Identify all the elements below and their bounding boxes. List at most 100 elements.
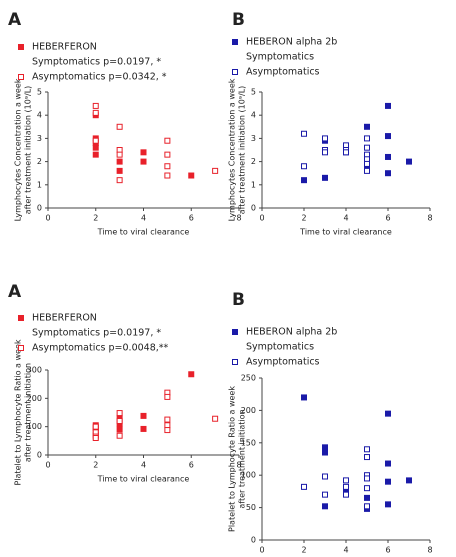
- legend-marker: [18, 315, 24, 321]
- x-tick-label: 6: [385, 214, 390, 223]
- point: [364, 485, 370, 492]
- y-tick-label: 100: [241, 471, 256, 480]
- point: [140, 425, 147, 432]
- y-tick-label: 4: [251, 111, 256, 120]
- y-tick-label: 200: [241, 406, 256, 415]
- x-tick-label: 6: [189, 214, 194, 223]
- y-tick-label: 300: [27, 366, 42, 375]
- point: [116, 158, 123, 165]
- point: [188, 371, 195, 378]
- x-axis-label: Time to viral clearance: [299, 228, 392, 237]
- point: [116, 177, 123, 184]
- y-tick-label: 5: [251, 88, 256, 97]
- point: [116, 123, 123, 130]
- legend-label: Symptomatics p=0.0197, *: [32, 57, 161, 68]
- x-tick-label: 4: [343, 546, 348, 555]
- y-axis-label: after treatment initiation: [238, 409, 247, 508]
- y-tick-label: 2: [37, 157, 42, 166]
- y-tick-label: 0: [37, 204, 42, 213]
- point: [385, 460, 391, 467]
- legend-marker: [232, 69, 238, 75]
- point: [322, 174, 328, 181]
- point: [301, 394, 307, 401]
- legend-label: Symptomatics: [246, 342, 314, 353]
- y-tick-label: 200: [27, 394, 42, 403]
- point: [343, 477, 349, 484]
- point: [116, 410, 123, 417]
- point: [116, 426, 123, 433]
- panel-letter: A: [8, 10, 22, 30]
- point: [188, 172, 195, 179]
- x-tick-label: 4: [141, 214, 146, 223]
- point: [385, 170, 391, 177]
- point: [364, 494, 370, 501]
- point: [364, 160, 370, 167]
- legend-label: HEBERON alpha 2b: [246, 37, 337, 48]
- legend-label: Symptomatics p=0.0197, *: [32, 328, 161, 339]
- point: [364, 503, 370, 510]
- legend-label: Symptomatics: [246, 52, 314, 63]
- point: [322, 444, 328, 451]
- y-axis-label: after treatment initiation (10⁹/L): [24, 86, 33, 215]
- point: [364, 167, 370, 174]
- y-tick-label: 0: [251, 204, 256, 213]
- legend-label: HEBERFERON: [32, 313, 97, 324]
- panel-letter: B: [232, 290, 245, 310]
- y-tick-label: 3: [37, 134, 42, 143]
- legend-marker: [232, 39, 238, 45]
- point: [116, 418, 123, 424]
- point: [164, 393, 171, 400]
- point: [164, 151, 171, 158]
- x-tick-label: 8: [427, 214, 432, 223]
- point: [385, 153, 391, 160]
- point: [164, 163, 171, 170]
- x-tick-label: 6: [189, 461, 194, 470]
- point: [92, 102, 99, 109]
- point: [385, 501, 391, 508]
- point: [406, 158, 412, 165]
- point: [301, 483, 307, 490]
- y-tick-label: 3: [251, 134, 256, 143]
- point: [322, 491, 328, 498]
- point: [322, 473, 328, 480]
- y-tick-label: 50: [246, 503, 256, 512]
- point: [164, 137, 171, 144]
- legend-marker: [18, 345, 24, 351]
- point: [116, 167, 123, 174]
- x-tick-label: 8: [236, 461, 241, 470]
- y-tick-label: 0: [37, 451, 42, 460]
- point: [322, 449, 328, 456]
- point: [116, 432, 123, 439]
- y-axis-label: Lymphocytes Concentration a week: [228, 78, 237, 221]
- x-tick-label: 0: [259, 546, 264, 555]
- point: [212, 167, 219, 174]
- point: [212, 415, 219, 422]
- legend-marker: [232, 329, 238, 335]
- legend-label: Asymptomatics p=0.0048,**: [32, 343, 169, 354]
- point: [301, 163, 307, 170]
- y-tick-label: 100: [27, 422, 42, 431]
- point: [364, 475, 370, 482]
- y-tick-label: 0: [251, 536, 256, 545]
- x-tick-label: 4: [141, 461, 146, 470]
- x-tick-label: 8: [236, 214, 241, 223]
- x-tick-label: 0: [259, 214, 264, 223]
- x-tick-label: 0: [45, 214, 50, 223]
- point: [364, 135, 370, 142]
- legend-marker: [18, 74, 24, 80]
- legend-label: HEBERFERON: [32, 42, 97, 53]
- point: [164, 172, 171, 179]
- point: [164, 422, 171, 429]
- y-axis-label: Platelet to Lymphocyte Ratio a week: [14, 339, 23, 485]
- point: [92, 137, 99, 144]
- legend-label: Asymptomatics: [246, 357, 320, 368]
- x-tick-label: 2: [301, 214, 306, 223]
- point: [92, 109, 99, 116]
- point: [364, 144, 370, 151]
- point: [140, 149, 147, 156]
- point: [364, 446, 370, 453]
- point: [343, 149, 349, 156]
- point: [385, 133, 391, 140]
- y-tick-label: 4: [37, 111, 42, 120]
